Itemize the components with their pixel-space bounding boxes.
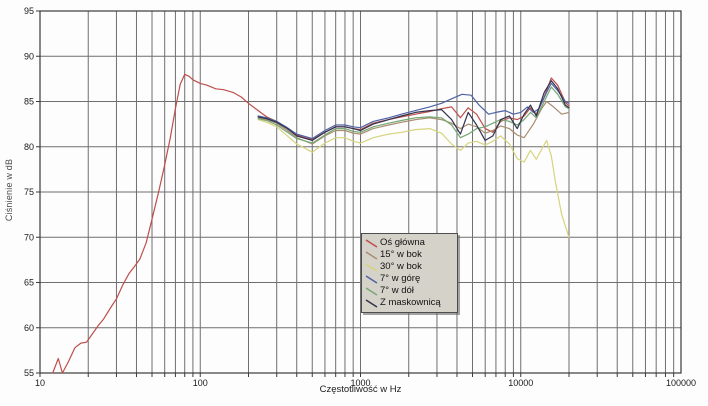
svg-text:55: 55	[24, 368, 34, 378]
line-swatch-icon	[365, 274, 378, 284]
svg-text:70: 70	[24, 232, 34, 242]
legend-item-7deg-up: 7° w górę	[365, 273, 453, 285]
line-swatch-icon	[365, 286, 378, 296]
legend-item-main-axis: Oś główna	[365, 237, 453, 249]
y-axis-title: Ciśnienie w dB	[4, 158, 14, 222]
svg-text:80: 80	[24, 142, 34, 152]
legend-label: Oś główna	[380, 237, 425, 248]
legend-item-with-grille: Z maskownicą	[365, 297, 453, 309]
svg-text:85: 85	[24, 97, 34, 107]
legend-label: Z maskownicą	[380, 297, 441, 308]
line-swatch-icon	[365, 298, 378, 308]
svg-text:10000: 10000	[508, 378, 533, 388]
svg-text:95: 95	[24, 6, 34, 16]
legend-box: Oś główna 15° w bok 30° w bok 7° w górę …	[361, 233, 458, 313]
svg-text:100: 100	[193, 378, 208, 388]
x-axis-title: Częstotliwość w Hz	[319, 384, 402, 395]
svg-text:65: 65	[24, 278, 34, 288]
svg-text:1000: 1000	[350, 378, 370, 388]
svg-text:90: 90	[24, 51, 34, 61]
legend-item-30deg-side: 30° w bok	[365, 261, 453, 273]
legend-item-7deg-down: 7° w dół	[365, 285, 453, 297]
line-swatch-icon	[365, 250, 378, 260]
legend-label: 30° w bok	[380, 261, 422, 272]
svg-text:10: 10	[35, 378, 45, 388]
legend-label: 7° w dół	[380, 285, 414, 296]
legend-label: 15° w bok	[380, 249, 422, 260]
svg-text:100000: 100000	[666, 378, 696, 388]
line-swatch-icon	[365, 238, 378, 248]
svg-text:60: 60	[24, 323, 34, 333]
legend-label: 7° w górę	[380, 273, 421, 284]
line-swatch-icon	[365, 262, 378, 272]
svg-text:75: 75	[24, 187, 34, 197]
legend-item-15deg-side: 15° w bok	[365, 249, 453, 261]
